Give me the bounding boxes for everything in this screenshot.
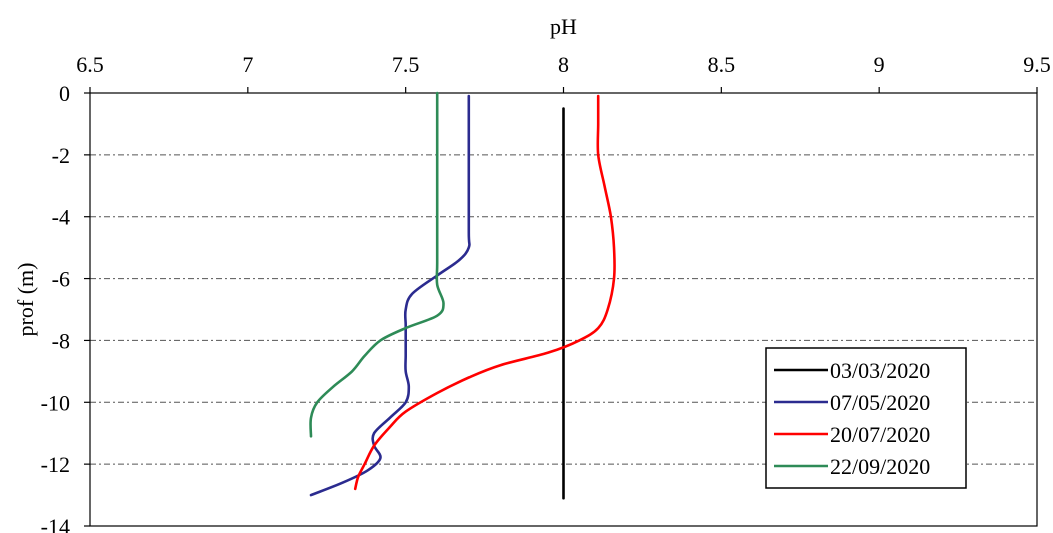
legend-label: 07/05/2020 xyxy=(830,390,930,415)
x-tick-label: 6.5 xyxy=(76,52,104,77)
y-axis-title: prof (m) xyxy=(13,263,38,337)
x-tick-label: 9.5 xyxy=(1023,52,1051,77)
legend-label: 22/09/2020 xyxy=(830,454,930,479)
legend-label: 20/07/2020 xyxy=(830,422,930,447)
y-tick-label: -8 xyxy=(52,328,70,353)
y-tick-label: -14 xyxy=(41,514,70,533)
y-tick-label: -2 xyxy=(52,143,70,168)
x-tick-label: 8.5 xyxy=(708,52,736,77)
y-tick-label: -12 xyxy=(41,452,70,477)
series-line-3 xyxy=(353,94,616,491)
x-tick-label: 9 xyxy=(874,52,885,77)
x-tick-label: 7 xyxy=(242,52,253,77)
x-tick-label: 8 xyxy=(558,52,569,77)
series-line-2 xyxy=(309,94,471,497)
series-line-4 xyxy=(309,91,445,438)
series-lines xyxy=(309,91,616,500)
y-tick-label: -10 xyxy=(41,390,70,415)
x-axis-title: pH xyxy=(550,14,577,39)
legend: 03/03/2020 07/05/2020 20/07/2020 22/09/2020 xyxy=(765,347,967,489)
y-tick-label: -6 xyxy=(52,267,70,292)
axis-ticks: 0 -2 -4 -6 -8 -10 -12 -14 6.5 7 7.5 8 8.5 9 9.5 xyxy=(41,52,1051,533)
x-tick-label: 7.5 xyxy=(392,52,420,77)
legend-box xyxy=(765,347,967,489)
legend-label: 03/03/2020 xyxy=(830,358,930,383)
y-tick-label: 0 xyxy=(59,81,70,106)
y-tick-label: -4 xyxy=(52,205,70,230)
